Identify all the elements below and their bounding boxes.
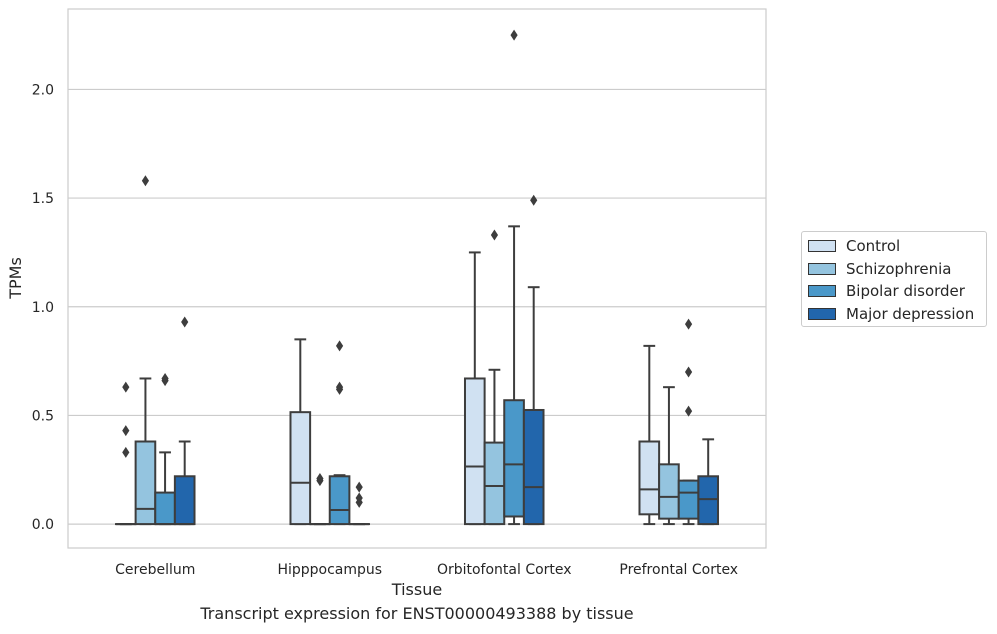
legend-item-schizophrenia: Schizophrenia	[808, 258, 986, 281]
legend: Control Schizophrenia Bipolar disorder M…	[801, 231, 987, 327]
box-iqr	[503, 399, 525, 518]
outlier-point	[355, 492, 363, 504]
box-iqr	[289, 411, 312, 526]
outlier-point	[161, 372, 169, 384]
legend-label: Bipolar disorder	[846, 282, 965, 301]
legend-label: Schizophrenia	[846, 259, 952, 278]
outlier-point	[335, 340, 344, 352]
x-axis-label: Tissue	[391, 580, 442, 599]
box-iqr	[173, 475, 196, 526]
outlier-point	[355, 481, 363, 493]
box-series	[114, 29, 720, 526]
box-iqr	[677, 479, 700, 520]
outlier-point	[181, 316, 189, 328]
outlier-point	[122, 425, 130, 437]
series-control	[114, 251, 661, 526]
extra-outliers	[122, 381, 130, 458]
x-tick-labels: Cerebellum Hipppocampus Orbitofontal Corte…	[115, 562, 738, 578]
box-iqr	[658, 463, 680, 520]
legend-swatch	[808, 240, 836, 253]
box-iqr	[697, 475, 720, 526]
x-tick-label: Orbitofontal Cortex	[437, 562, 572, 578]
legend-item-bipolar-disorder: Bipolar disorder	[808, 280, 986, 303]
outlier-point	[141, 175, 150, 187]
x-tick-label: Hipppocampus	[277, 562, 382, 578]
legend-swatch	[808, 262, 836, 275]
box-element	[522, 194, 545, 526]
box-element	[173, 316, 196, 526]
outlier-point	[316, 472, 324, 484]
legend-label: Control	[846, 237, 901, 256]
legend-item-control: Control	[808, 235, 986, 258]
box-element	[348, 481, 371, 526]
box-element	[638, 344, 661, 526]
y-tick-label: 2.0	[32, 82, 54, 98]
box-iqr	[638, 440, 661, 516]
legend-item-major-depression: Major depression	[808, 303, 986, 326]
x-tick-label: Cerebellum	[115, 562, 195, 578]
legend-swatch	[808, 307, 836, 320]
y-tick-label: 1.5	[32, 191, 54, 207]
legend-swatch	[808, 285, 836, 298]
y-tick-label: 0.5	[32, 408, 54, 424]
box-element	[483, 229, 506, 526]
y-tick-labels: 0.0 0.5 1.0 1.5 2.0	[32, 82, 54, 533]
box-element	[658, 386, 680, 526]
box-iqr	[328, 475, 351, 526]
outlier-point	[122, 446, 130, 458]
box-iqr	[463, 377, 486, 526]
series-schizophrenia	[134, 175, 680, 526]
outlier-point	[684, 318, 693, 330]
box-iqr	[483, 441, 506, 526]
chart-caption: Transcript expression for ENST0000049338…	[200, 604, 634, 623]
box-iqr	[154, 491, 176, 526]
outlier-point	[490, 229, 499, 241]
y-tick-label: 1.0	[32, 300, 54, 316]
outlier-point	[530, 194, 538, 206]
y-axis-label: TPMs	[6, 257, 25, 300]
outlier-point	[335, 381, 344, 393]
box-element	[697, 438, 720, 526]
box-element	[677, 318, 700, 526]
outlier-point	[122, 381, 130, 393]
box-iqr	[134, 440, 157, 526]
box-element	[134, 175, 157, 526]
outlier-point	[510, 29, 518, 41]
legend-label: Major depression	[846, 304, 975, 323]
y-tick-label: 0.0	[32, 517, 54, 533]
x-tick-label: Prefrontal Cortex	[619, 562, 738, 578]
box-iqr	[522, 408, 545, 526]
series-major-depression	[173, 194, 720, 526]
outlier-point	[684, 366, 693, 378]
box-element	[309, 472, 331, 526]
box-element	[289, 338, 312, 526]
outlier-point	[684, 405, 693, 417]
series-bipolar-disorder	[154, 29, 700, 526]
box-element	[328, 340, 351, 526]
